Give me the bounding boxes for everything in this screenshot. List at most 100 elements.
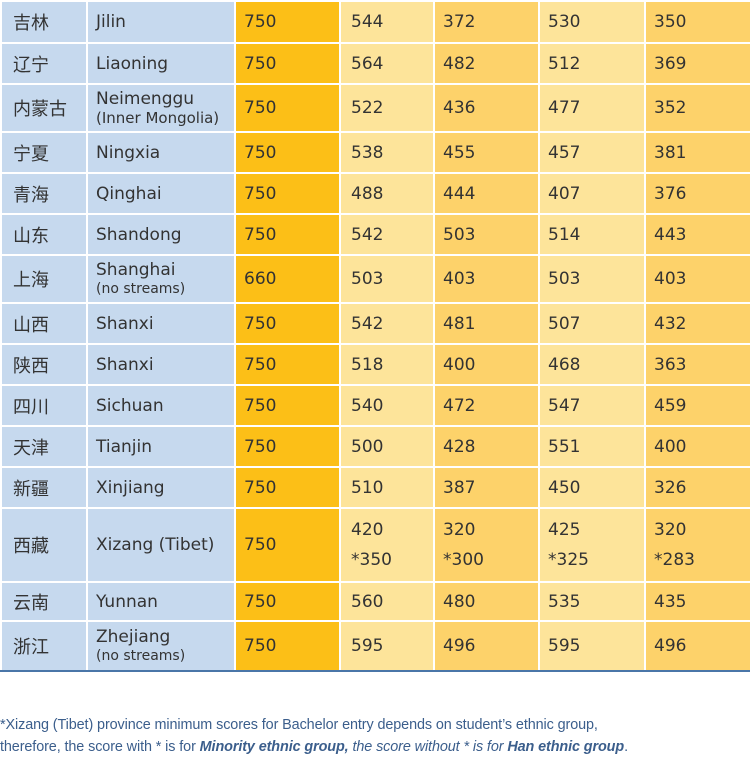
province-chinese-name: 西藏 (0, 507, 88, 583)
score-cell: 425 *325 (538, 507, 646, 583)
score-cell: 400 (644, 425, 750, 468)
table-row: 四川 Sichuan 750 540 472 547 459 (0, 384, 750, 427)
score-cell: 436 (433, 83, 540, 133)
score-table: 吉林 Jilin 750 544 372 530 350 辽宁 Liaoning… (0, 0, 750, 672)
score-cell: 432 (644, 302, 750, 345)
score-cell: 530 (538, 0, 646, 44)
province-english-name: Zhejiang (no streams) (86, 620, 236, 672)
table-row: 云南 Yunnan 750 560 480 535 435 (0, 581, 750, 622)
province-chinese-name: 四川 (0, 384, 88, 427)
score-cell: 407 (538, 172, 646, 215)
score-cell: 538 (339, 131, 435, 174)
score-cell: 488 (339, 172, 435, 215)
han-score: 425 (548, 520, 581, 540)
max-score-cell: 750 (234, 425, 341, 468)
table-row: 山西 Shanxi 750 542 481 507 432 (0, 302, 750, 345)
province-english-name: Tianjin (86, 425, 236, 468)
province-chinese-name: 浙江 (0, 620, 88, 672)
score-cell: 514 (538, 213, 646, 256)
table-row: 宁夏 Ningxia 750 538 455 457 381 (0, 131, 750, 174)
score-cell: 540 (339, 384, 435, 427)
table-row: 浙江 Zhejiang (no streams) 750 595 496 595 … (0, 620, 750, 672)
score-cell: 363 (644, 343, 750, 386)
footnote-line: *Xizang (Tibet) province minimum scores … (0, 717, 598, 733)
score-cell: 428 (433, 425, 540, 468)
province-english-name: Ningxia (86, 131, 236, 174)
score-cell: 420 *350 (339, 507, 435, 583)
table-row: 陕西 Shanxi 750 518 400 468 363 (0, 343, 750, 386)
score-cell: 522 (339, 83, 435, 133)
table-row: 辽宁 Liaoning 750 564 482 512 369 (0, 42, 750, 85)
score-cell: 496 (433, 620, 540, 672)
score-cell: 512 (538, 42, 646, 85)
score-cell: 372 (433, 0, 540, 44)
table-row: 内蒙古 Neimenggu (Inner Mongolia) 750 522 43… (0, 83, 750, 133)
score-cell: 472 (433, 384, 540, 427)
score-cell: 496 (644, 620, 750, 672)
score-cell: 352 (644, 83, 750, 133)
province-note: (Inner Mongolia) (96, 109, 220, 127)
score-cell: 535 (538, 581, 646, 622)
score-cell: 595 (339, 620, 435, 672)
score-cell: 544 (339, 0, 435, 44)
score-cell: 450 (538, 466, 646, 509)
han-score: 320 (443, 520, 476, 540)
province-note: (no streams) (96, 281, 186, 297)
max-score-cell: 750 (234, 0, 341, 44)
score-cell: 376 (644, 172, 750, 215)
province-chinese-name: 辽宁 (0, 42, 88, 85)
footnote: *Xizang (Tibet) province minimum scores … (0, 714, 750, 758)
footnote-line: therefore, the score with * is for Minor… (0, 739, 628, 755)
han-score: 320 (654, 520, 687, 540)
max-score-cell: 750 (234, 302, 341, 345)
score-cell: 443 (644, 213, 750, 256)
score-cell: 320 *283 (644, 507, 750, 583)
score-cell: 500 (339, 425, 435, 468)
score-cell: 503 (433, 213, 540, 256)
province-chinese-name: 上海 (0, 254, 88, 304)
score-cell: 564 (339, 42, 435, 85)
score-cell: 381 (644, 131, 750, 174)
max-score-cell: 750 (234, 507, 341, 583)
max-score-cell: 750 (234, 83, 341, 133)
table-row: 山东 Shandong 750 542 503 514 443 (0, 213, 750, 256)
minority-score: *283 (654, 550, 695, 570)
province-chinese-name: 青海 (0, 172, 88, 215)
province-chinese-name: 新疆 (0, 466, 88, 509)
max-score-cell: 750 (234, 213, 341, 256)
score-cell: 560 (339, 581, 435, 622)
max-score-cell: 750 (234, 42, 341, 85)
province-english-name: Yunnan (86, 581, 236, 622)
score-cell: 369 (644, 42, 750, 85)
score-cell: 326 (644, 466, 750, 509)
score-cell: 403 (433, 254, 540, 304)
province-english-name: Liaoning (86, 42, 236, 85)
province-chinese-name: 内蒙古 (0, 83, 88, 133)
score-cell: 457 (538, 131, 646, 174)
max-score-cell: 750 (234, 620, 341, 672)
table-row: 青海 Qinghai 750 488 444 407 376 (0, 172, 750, 215)
score-cell: 482 (433, 42, 540, 85)
table-row: 吉林 Jilin 750 544 372 530 350 (0, 0, 750, 44)
score-cell: 518 (339, 343, 435, 386)
minority-score: *325 (548, 550, 589, 570)
score-cell: 400 (433, 343, 540, 386)
minority-group-label: Minority ethnic group, (199, 739, 349, 755)
province-note: (no streams) (96, 648, 186, 664)
province-chinese-name: 陕西 (0, 343, 88, 386)
province-english-name: Sichuan (86, 384, 236, 427)
score-cell: 320 *300 (433, 507, 540, 583)
score-cell: 551 (538, 425, 646, 468)
han-group-label: Han ethnic group (507, 739, 625, 755)
table-row: 上海 Shanghai (no streams) 660 503 403 503 … (0, 254, 750, 304)
minority-score: *350 (351, 550, 392, 570)
table-row: 天津 Tianjin 750 500 428 551 400 (0, 425, 750, 468)
score-cell: 455 (433, 131, 540, 174)
score-cell: 468 (538, 343, 646, 386)
province-chinese-name: 云南 (0, 581, 88, 622)
score-cell: 595 (538, 620, 646, 672)
province-chinese-name: 吉林 (0, 0, 88, 44)
province-english-name: Shanghai (no streams) (86, 254, 236, 304)
province-english-name: Neimenggu (Inner Mongolia) (86, 83, 236, 133)
score-cell: 542 (339, 213, 435, 256)
